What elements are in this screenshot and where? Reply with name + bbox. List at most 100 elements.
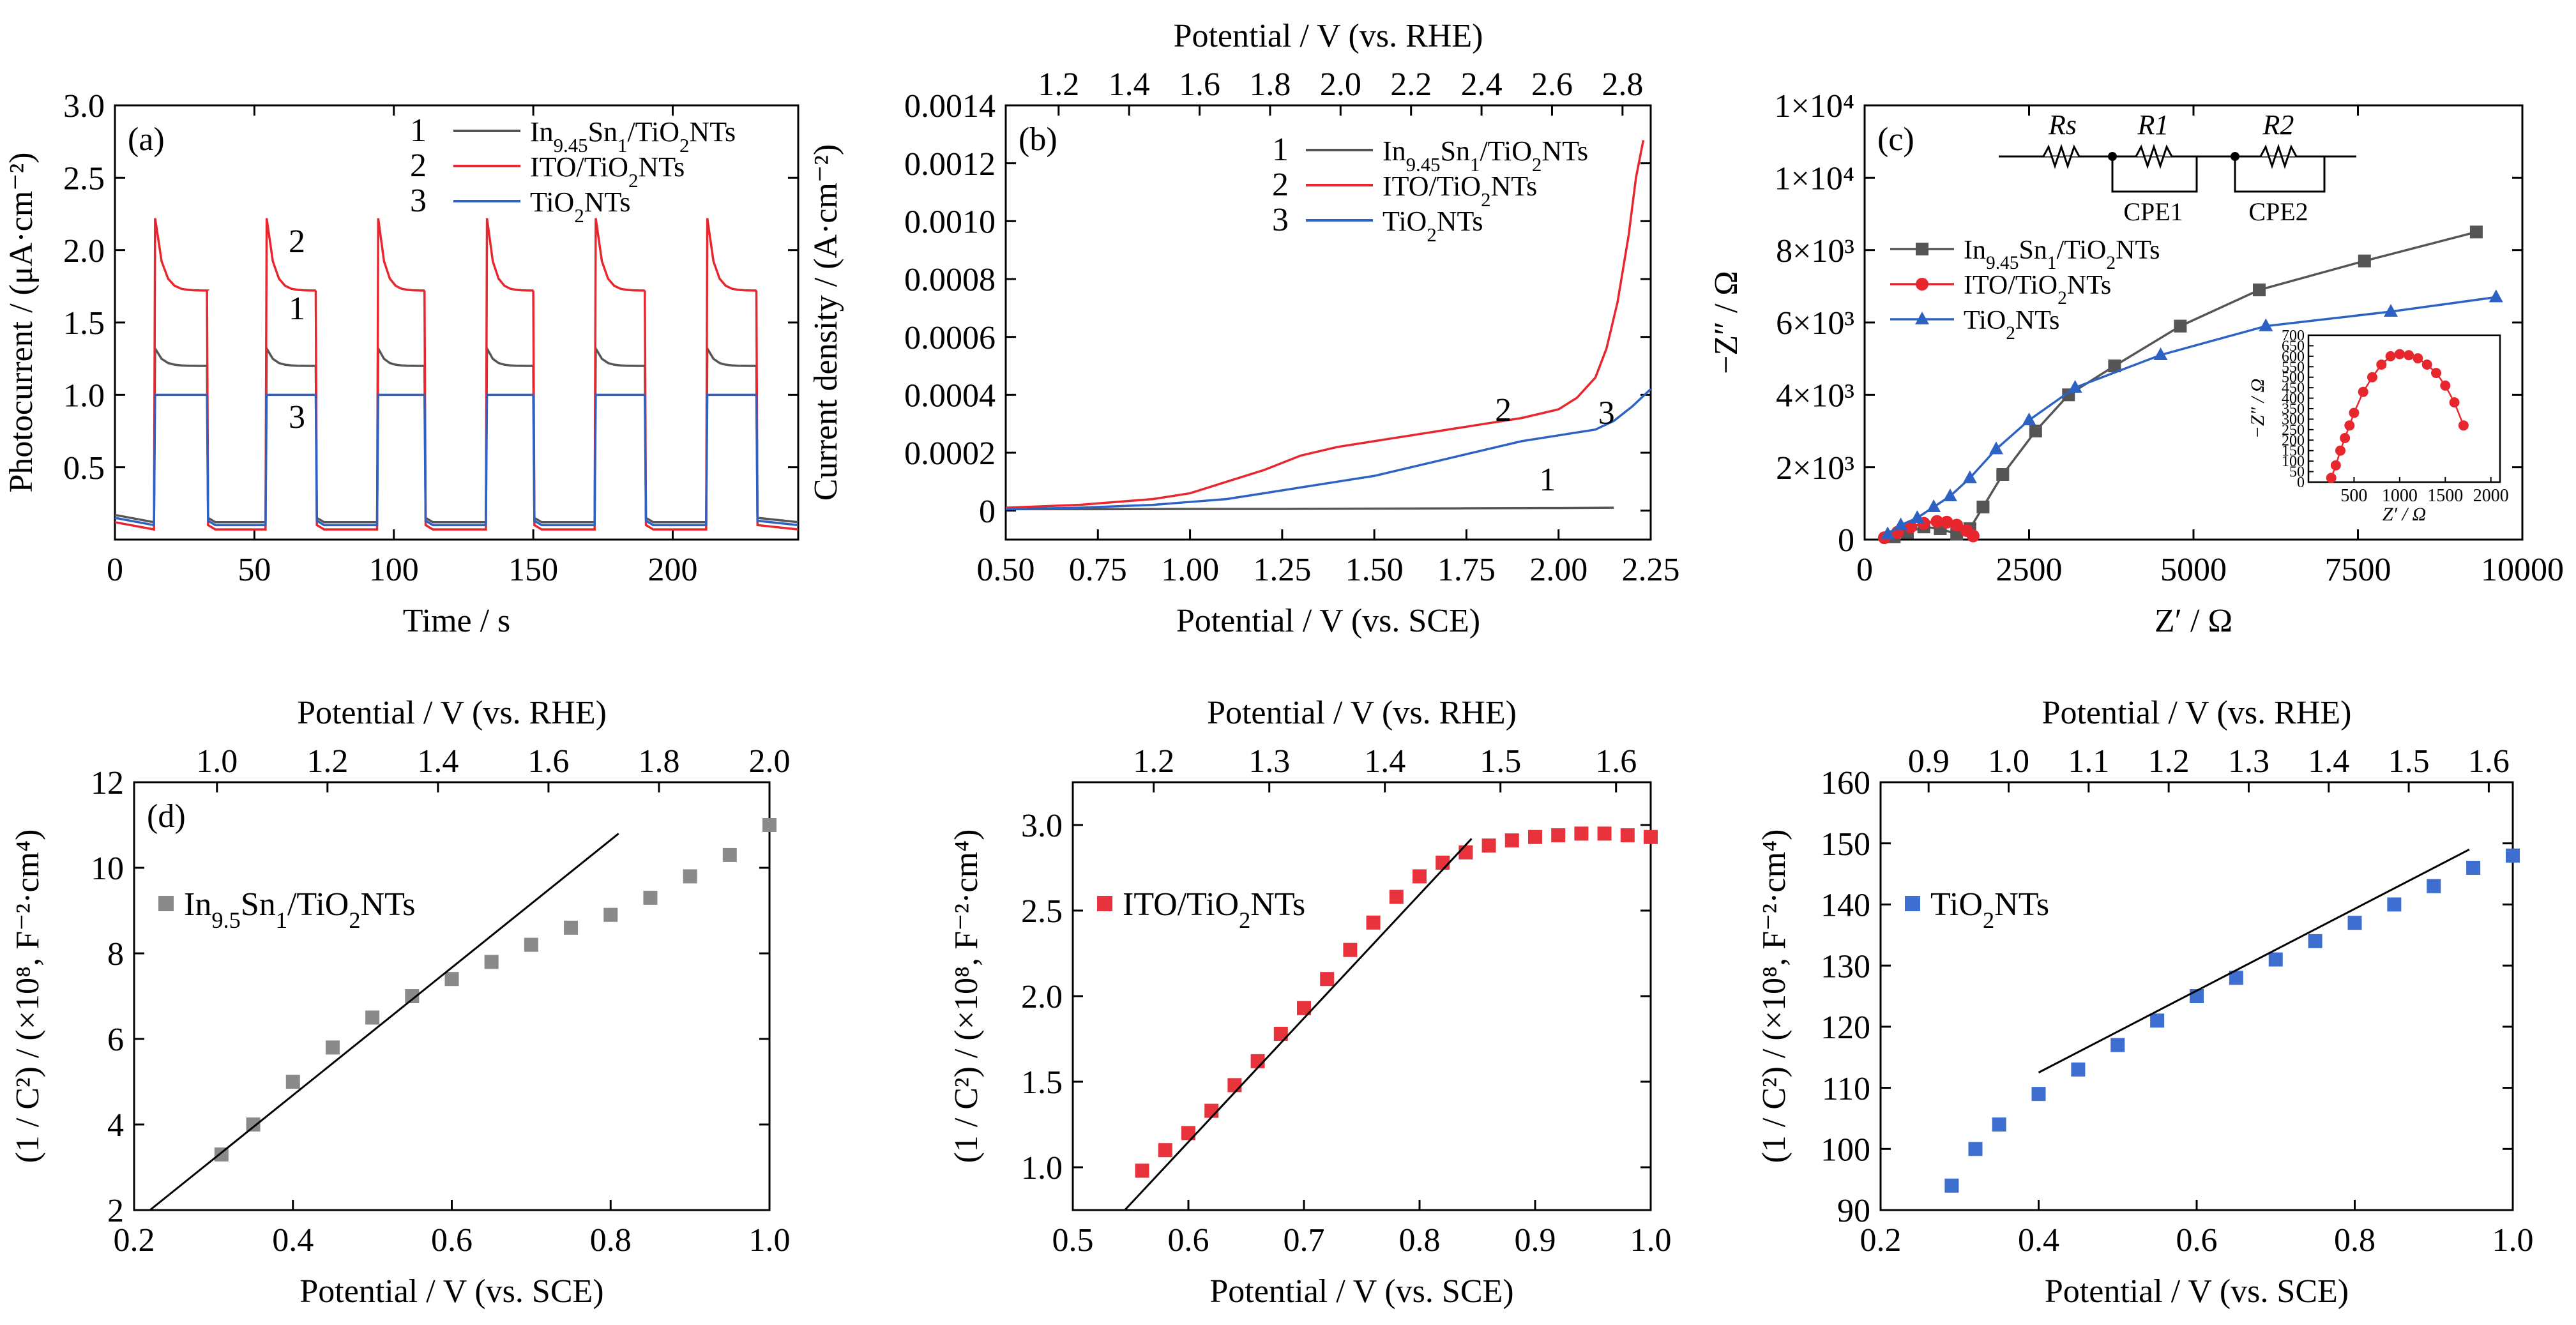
fit-line <box>2038 848 2470 1073</box>
y-tick-label: 4×10³ <box>1776 378 1854 414</box>
data-point <box>2031 1087 2046 1102</box>
curve-number: 1 <box>1539 462 1556 498</box>
y-tick-label: 300 <box>2282 411 2305 428</box>
y-tick-label: 250 <box>2282 422 2305 439</box>
x-tick-label: 1000 <box>2382 486 2418 506</box>
x2-tick-label: 1.6 <box>527 743 569 780</box>
x-axis-title: Potential / V (vs. SCE) <box>1176 603 1480 639</box>
data-point <box>2384 304 2398 317</box>
y-tick-label: 0.5 <box>63 450 105 487</box>
y-tick-label: 110 <box>1822 1071 1870 1107</box>
data-point <box>2308 934 2322 948</box>
data-point <box>2466 861 2481 875</box>
y-tick-label: 500 <box>2282 370 2305 386</box>
y-tick-label: 8 <box>107 936 124 973</box>
data-point <box>1644 829 1658 844</box>
x2-axis-title: Potential / V (vs. RHE) <box>2042 695 2352 731</box>
data-point <box>1458 845 1473 859</box>
data-point <box>2150 1013 2165 1028</box>
y-tick-label: 0.0008 <box>904 262 996 298</box>
data-point <box>285 1075 300 1089</box>
x-tick-label: 50 <box>238 552 271 588</box>
panel-d2: 0.5 0.6 0.7 0.8 0.9 1.0 1.0 1.5 2.0 2.5 3.0 1.2 1.3 1… <box>948 695 1672 1310</box>
data-point <box>1273 1026 1288 1041</box>
data-point <box>1436 855 1450 870</box>
data-point <box>405 989 420 1003</box>
y-tick-label: 6×10³ <box>1776 305 1854 342</box>
data-point <box>2068 380 2082 393</box>
y-axis-title: (1 / C²) / (×10⁸, F⁻²·cm⁴) <box>948 829 985 1163</box>
panel-a: 0 50 100 150 200 0.5 1.0 1.5 2.0 2.5 3.0 Time / s Ph… <box>3 88 799 639</box>
data-point <box>524 937 538 952</box>
y-tick-label: 2.0 <box>1021 979 1063 1015</box>
x-tick-label: 0.5 <box>1052 1222 1094 1259</box>
data-point <box>444 972 459 987</box>
x2-tick-label: 1.0 <box>1988 743 2029 780</box>
data-point <box>1950 527 1964 541</box>
series-line <box>114 344 799 524</box>
y-tick-label: 0.0010 <box>904 204 996 241</box>
panel-label: (d) <box>147 798 186 835</box>
inset-frame <box>2307 334 2501 483</box>
data-point <box>1893 517 1908 531</box>
y-tick-label: 130 <box>1821 948 1870 985</box>
data-point <box>1940 515 1953 529</box>
data-point <box>1916 278 1928 291</box>
x2-tick-label: 1.4 <box>1109 66 1150 103</box>
y-tick-label: 450 <box>2282 380 2305 397</box>
inset-x-title: Z′ / Ω <box>2383 504 2426 525</box>
x-tick-label: 0.2 <box>1860 1222 1902 1259</box>
legend-label: TiO2NTs <box>1930 886 2049 933</box>
x-tick-label: 0.8 <box>590 1222 632 1259</box>
curve-number: 2 <box>1495 392 1512 428</box>
y-tick-label: 50 <box>2289 464 2305 481</box>
y-tick-label: 350 <box>2282 401 2305 418</box>
circuit-label: R2 <box>2262 109 2294 140</box>
data-point <box>2358 254 2371 268</box>
legend-label: In9.45Sn1/TiO2NTs <box>530 116 736 156</box>
circuit-label: Rs <box>2048 109 2077 140</box>
legend-label: TiO2NTs <box>1383 206 1483 246</box>
x2-tick-label: 1.6 <box>1595 743 1637 780</box>
x-tick-label: 2500 <box>1996 552 2063 588</box>
x2-tick-label: 2.8 <box>1602 66 1643 103</box>
legend-number: 1 <box>410 112 427 149</box>
data-point <box>2469 225 2483 239</box>
plot-frame <box>1004 104 1652 541</box>
x-tick-label: 1.0 <box>1630 1222 1672 1259</box>
legend-label: TiO2NTs <box>530 186 630 227</box>
data-point <box>1943 488 1957 501</box>
data-point <box>2253 284 2266 296</box>
resistor <box>2135 144 2173 169</box>
x-tick-label: 100 <box>369 552 419 588</box>
y-tick-label: 90 <box>1837 1193 1870 1229</box>
y-tick-label: 0 <box>2297 474 2305 491</box>
y-tick-label: 120 <box>1821 1010 1870 1046</box>
x-tick-label: 1.75 <box>1437 552 1496 588</box>
x2-tick-label: 1.2 <box>307 743 348 780</box>
data-point <box>1135 1163 1149 1178</box>
x2-tick-label: 1.1 <box>2068 743 2109 780</box>
y-tick-label: 100 <box>2282 453 2305 470</box>
x-tick-label: 1500 <box>2427 486 2463 506</box>
y-tick-label: 600 <box>2282 349 2305 365</box>
data-point <box>365 1010 380 1025</box>
y-tick-label: 4 <box>107 1107 124 1144</box>
data-point <box>1996 468 2010 481</box>
y-tick-label: 160 <box>1821 765 1870 801</box>
series-line <box>1005 388 1652 511</box>
x2-axis-title: Potential / V (vs. RHE) <box>1174 18 1483 54</box>
x2-tick-label: 1.2 <box>1133 743 1174 780</box>
y-tick-label: 2.5 <box>1021 893 1063 930</box>
legend-label: ITO/TiO2NTs <box>1123 886 1305 933</box>
y-tick-label: 0.0012 <box>904 146 996 183</box>
x-axis-title: Time / s <box>403 603 511 639</box>
legend-swatch <box>1097 896 1112 911</box>
data-point <box>1916 243 1928 255</box>
inset-plot: 500 1000 1500 2000 0501001502002503003504004… <box>2247 328 2509 525</box>
x2-tick-label: 1.3 <box>2228 743 2269 780</box>
data-point <box>2153 347 2168 360</box>
curve-number: 2 <box>289 223 305 260</box>
curve-number: 3 <box>289 399 305 435</box>
x-tick-label: 200 <box>648 552 697 588</box>
